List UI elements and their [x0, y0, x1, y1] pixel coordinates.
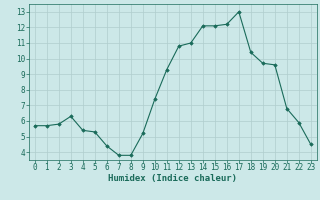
X-axis label: Humidex (Indice chaleur): Humidex (Indice chaleur)	[108, 174, 237, 183]
